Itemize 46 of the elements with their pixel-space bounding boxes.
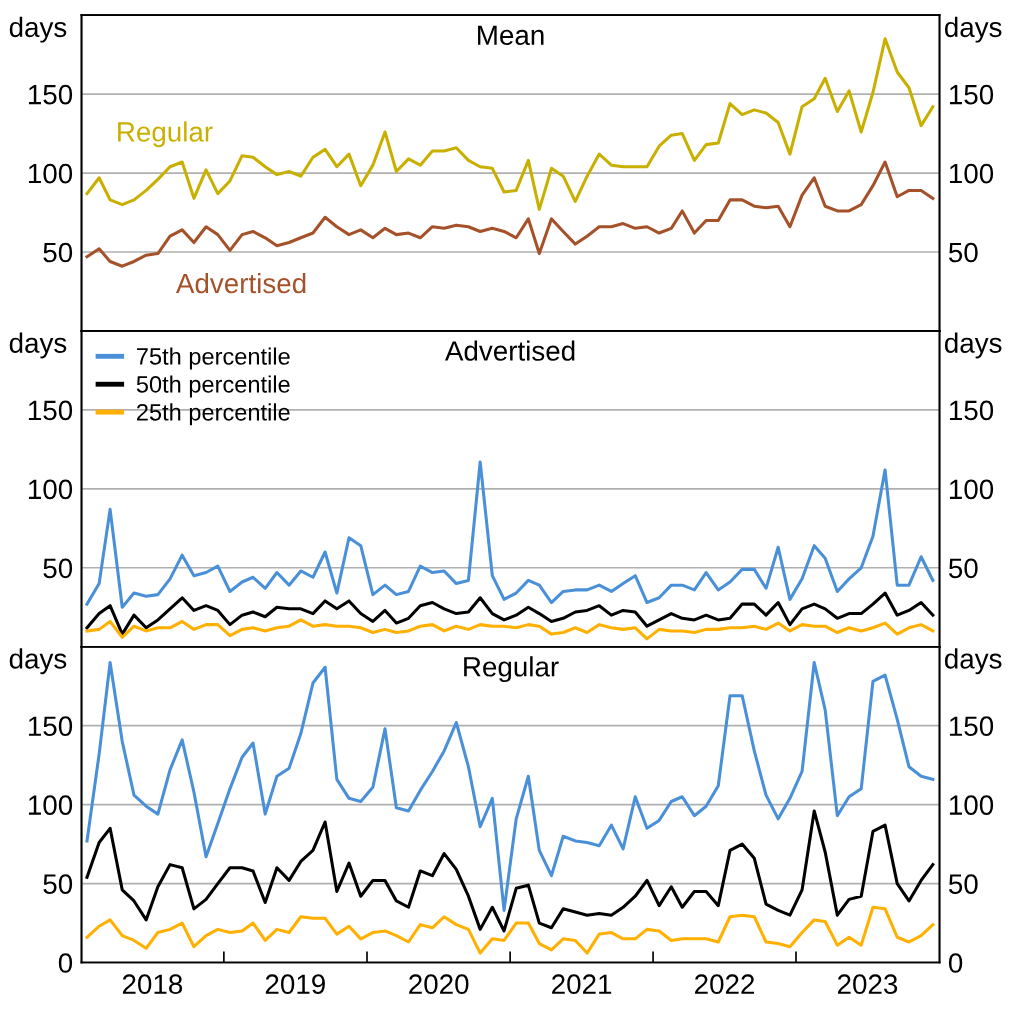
y-tick-label: 150 bbox=[28, 716, 73, 737]
line-series bbox=[85, 618, 935, 641]
series-label: Advertised bbox=[175, 272, 306, 294]
x-tick-label: 2022 bbox=[695, 974, 755, 995]
line-series bbox=[85, 905, 935, 955]
x-tick-label: 2021 bbox=[552, 974, 612, 995]
line-series bbox=[85, 460, 935, 609]
y2-axis-title: days bbox=[944, 648, 1002, 675]
y2-tick-label: 0 bbox=[948, 953, 963, 973]
x-tick-label: 2023 bbox=[837, 974, 898, 995]
chart-title: Mean bbox=[478, 25, 544, 46]
x-tick-label: 2019 bbox=[265, 974, 325, 995]
line-series bbox=[85, 591, 935, 636]
y2-tick-label: 100 bbox=[949, 163, 994, 184]
legend-label: 25th percentile bbox=[137, 403, 290, 426]
x-tick-label: 2018 bbox=[122, 974, 183, 995]
y2-tick-label: 150 bbox=[949, 400, 994, 421]
y2-tick-label: 50 bbox=[948, 242, 978, 263]
y2-tick-label: 50 bbox=[948, 874, 978, 894]
y-tick-label: 100 bbox=[28, 163, 73, 184]
y-tick-label: 50 bbox=[43, 558, 73, 579]
y-tick-label: 0 bbox=[58, 953, 73, 973]
y-tick-label: 50 bbox=[43, 242, 73, 263]
y2-axis-title: days bbox=[944, 332, 1002, 359]
y2-tick-label: 150 bbox=[949, 716, 994, 737]
y-tick-label: 100 bbox=[28, 479, 73, 500]
x-tick-label: 2020 bbox=[409, 974, 469, 995]
line-series bbox=[85, 160, 935, 268]
legend-label: 50th percentile bbox=[136, 375, 290, 398]
y-tick-label: 100 bbox=[28, 795, 73, 815]
line-series bbox=[85, 809, 935, 933]
chart-title: Regular bbox=[464, 656, 559, 683]
y-axis-title: days bbox=[9, 16, 67, 43]
y-tick-label: 150 bbox=[28, 400, 73, 421]
y2-tick-label: 50 bbox=[948, 558, 978, 579]
series-label: Regular bbox=[118, 121, 213, 148]
y-tick-label: 50 bbox=[43, 874, 73, 894]
y2-axis-title: days bbox=[944, 16, 1002, 43]
y2-tick-label: 100 bbox=[949, 479, 994, 500]
legend-label: 75th percentile bbox=[137, 347, 290, 370]
y-axis-title: days bbox=[9, 648, 67, 675]
y-axis-title: days bbox=[9, 332, 67, 359]
y2-tick-label: 150 bbox=[949, 84, 994, 105]
chart-title: Advertised bbox=[444, 340, 575, 361]
y2-tick-label: 100 bbox=[949, 795, 994, 815]
y-tick-label: 150 bbox=[28, 84, 73, 105]
